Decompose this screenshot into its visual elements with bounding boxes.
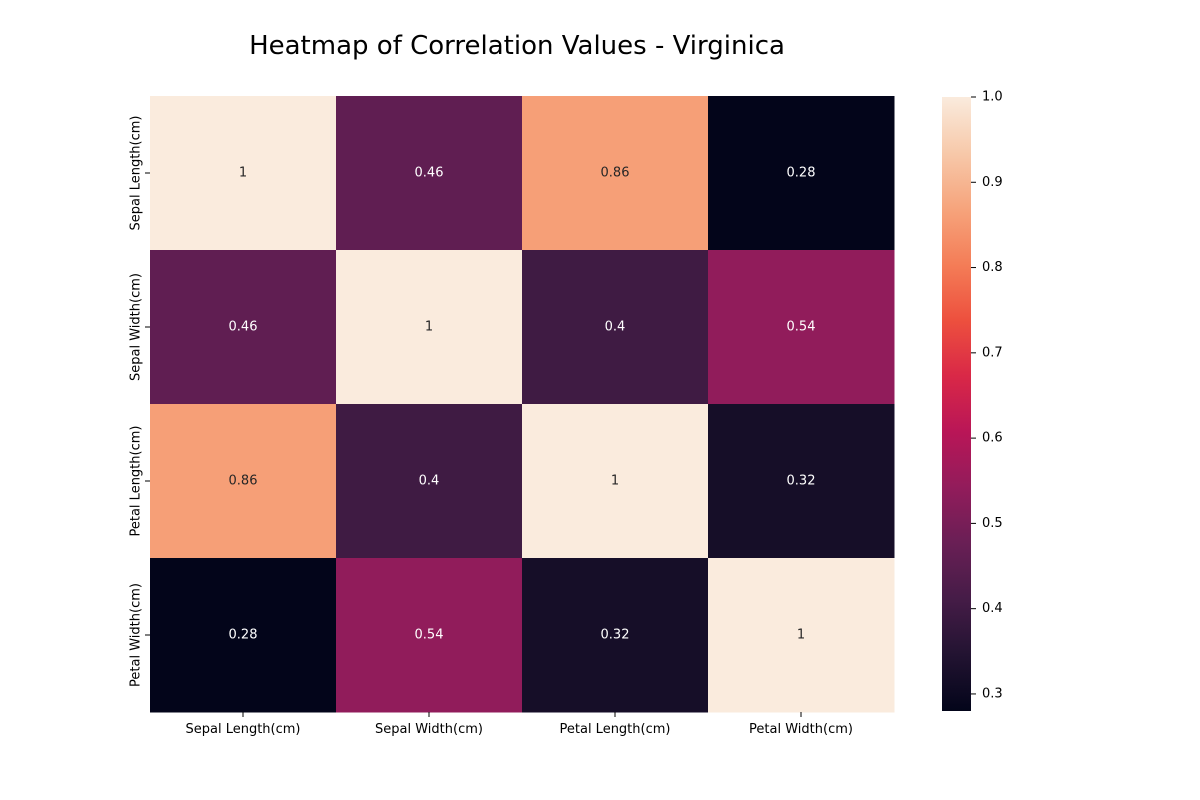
y-tick-label: Petal Width(cm) — [129, 583, 144, 687]
cell-value-label-r3-c0: 0.28 — [229, 628, 258, 643]
colorbar-tick-label: 0.7 — [982, 345, 1003, 360]
x-tick-label: Sepal Width(cm) — [375, 722, 483, 737]
cell-value-label-r3-c3: 1 — [797, 628, 805, 643]
colorbar-tick-label: 0.9 — [982, 175, 1003, 190]
heatmap-cell-r2-c2 — [522, 404, 709, 559]
cell-value-label-r2-c1: 0.4 — [419, 474, 440, 489]
cell-value-label-r1-c0: 0.46 — [229, 320, 258, 335]
cell-value-label-r2-c3: 0.32 — [787, 474, 816, 489]
y-tick-label: Petal Length(cm) — [129, 426, 144, 537]
heatmap-cell-r3-c2 — [522, 558, 709, 713]
heatmap-cell-r3-c3 — [708, 558, 895, 713]
heatmap-cell-r0-c1 — [336, 96, 523, 251]
heatmap-cell-r0-c0 — [150, 96, 337, 251]
cell-value-label-r0-c3: 0.28 — [787, 166, 816, 181]
x-tick-label: Sepal Length(cm) — [185, 722, 300, 737]
x-axis: Sepal Length(cm) Sepal Width(cm) Petal Len… — [185, 712, 853, 737]
cell-value-label-r2-c0: 0.86 — [229, 474, 258, 489]
colorbar-tick-label: 0.6 — [982, 431, 1003, 446]
heatmap-cell-r3-c1 — [336, 558, 523, 713]
heatmap-cell-r0-c2 — [522, 96, 709, 251]
heatmap-cell-r3-c0 — [150, 558, 337, 713]
cell-value-label-r1-c3: 0.54 — [787, 320, 816, 335]
heatmap-cell-r2-c0 — [150, 404, 337, 559]
heatmap-cell-r2-c1 — [336, 404, 523, 559]
colorbar-tick-label: 0.3 — [982, 686, 1003, 701]
cell-value-label-r3-c2: 0.32 — [601, 628, 630, 643]
chart-title: Heatmap of Correlation Values - Virginic… — [249, 31, 785, 61]
cell-value-label-r1-c1: 1 — [425, 320, 433, 335]
y-tick-label: Sepal Length(cm) — [129, 115, 144, 230]
colorbar-tick-label: 1.0 — [982, 90, 1003, 105]
colorbar-gradient — [942, 97, 971, 711]
heatmap-cell-r2-c3 — [708, 404, 895, 559]
colorbar-tick-label: 0.5 — [982, 516, 1003, 531]
y-tick-label: Sepal Width(cm) — [129, 273, 144, 381]
colorbar: 0.3 0.4 0.5 0.6 0.7 0.8 0.9 1.0 — [942, 90, 1003, 711]
heatmap-cell-r1-c0 — [150, 250, 337, 405]
cell-value-label-r1-c2: 0.4 — [605, 320, 626, 335]
heatmap-cell-r1-c2 — [522, 250, 709, 405]
heatmap-cell-r1-c3 — [708, 250, 895, 405]
x-tick-label: Petal Length(cm) — [560, 722, 671, 737]
heatmap-cells — [150, 96, 895, 713]
x-tick-label: Petal Width(cm) — [749, 722, 853, 737]
colorbar-ticks: 0.3 0.4 0.5 0.6 0.7 0.8 0.9 1.0 — [971, 90, 1003, 701]
cell-value-label-r2-c2: 1 — [611, 474, 619, 489]
y-axis: Sepal Length(cm) Sepal Width(cm) Petal Len… — [129, 115, 150, 687]
colorbar-tick-label: 0.4 — [982, 601, 1003, 616]
colorbar-tick-label: 0.8 — [982, 260, 1003, 275]
cell-value-label-r0-c1: 0.46 — [415, 166, 444, 181]
heatmap-cell-r0-c3 — [708, 96, 895, 251]
cell-value-label-r0-c0: 1 — [239, 166, 247, 181]
heatmap-cell-labels: 1 0.46 0.86 0.28 0.46 1 0.4 0.54 0.86 0.4 1 0.32 0.2… — [229, 166, 816, 643]
heatmap-cell-r1-c1 — [336, 250, 523, 405]
cell-value-label-r3-c1: 0.54 — [415, 628, 444, 643]
cell-value-label-r0-c2: 0.86 — [601, 166, 630, 181]
